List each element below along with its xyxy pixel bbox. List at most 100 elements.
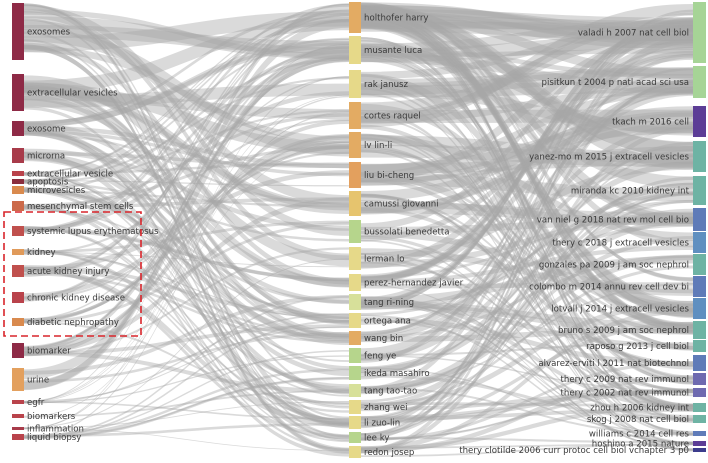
author-label: lee ky <box>364 434 389 444</box>
reference-node[interactable] <box>693 355 706 371</box>
reference-node[interactable] <box>693 431 706 436</box>
author-node[interactable] <box>349 191 361 216</box>
keyword-author-link <box>24 98 349 288</box>
author-reference-link <box>361 144 693 168</box>
author-node[interactable] <box>349 348 361 363</box>
keyword-author-link <box>24 351 349 394</box>
keyword-author-link <box>24 11 349 52</box>
keyword-node[interactable] <box>12 368 24 391</box>
author-node[interactable] <box>349 313 361 328</box>
keyword-node[interactable] <box>12 343 24 358</box>
keyword-node[interactable] <box>12 292 24 303</box>
reference-label: yanez-mo m 2015 j extracell vesicles <box>529 153 689 163</box>
reference-node[interactable] <box>693 208 706 231</box>
keyword-node[interactable] <box>12 434 24 440</box>
author-reference-link <box>361 193 693 367</box>
reference-node[interactable] <box>693 276 706 297</box>
keyword-node[interactable] <box>12 318 24 326</box>
keyword-node[interactable] <box>12 171 24 176</box>
reference-node[interactable] <box>693 232 706 253</box>
highlight-box <box>3 211 142 337</box>
author-reference-link <box>361 34 693 63</box>
author-node[interactable] <box>349 384 361 397</box>
keyword-node[interactable] <box>12 121 24 136</box>
author-node[interactable] <box>349 132 361 158</box>
author-reference-link <box>361 15 693 32</box>
author-node[interactable] <box>349 400 361 414</box>
reference-node[interactable] <box>693 298 706 319</box>
author-reference-link <box>361 35 693 441</box>
author-node[interactable] <box>349 220 361 243</box>
reference-node[interactable] <box>693 403 706 412</box>
author-reference-link <box>361 389 693 412</box>
author-reference-link <box>361 391 693 441</box>
reference-node[interactable] <box>693 176 706 205</box>
keyword-author-link <box>24 44 349 454</box>
author-reference-link <box>361 142 693 421</box>
author-node[interactable] <box>349 274 361 291</box>
reference-node[interactable] <box>693 66 706 98</box>
keyword-author-link <box>24 94 349 402</box>
keyword-node[interactable] <box>12 148 24 163</box>
author-reference-link <box>361 208 693 374</box>
author-reference-link <box>361 53 693 284</box>
author-reference-link <box>361 176 693 438</box>
keyword-author-link <box>24 31 349 429</box>
reference-node[interactable] <box>693 2 706 63</box>
keyword-author-link <box>24 3 349 232</box>
author-node[interactable] <box>349 294 361 310</box>
keyword-author-link <box>24 377 349 440</box>
reference-node[interactable] <box>693 321 706 339</box>
keyword-node[interactable] <box>12 427 24 430</box>
reference-node[interactable] <box>693 388 706 397</box>
author-reference-link <box>361 17 693 312</box>
author-reference-link <box>361 18 693 319</box>
author-reference-link <box>361 19 693 54</box>
keyword-node[interactable] <box>12 74 24 111</box>
author-reference-link <box>361 200 693 403</box>
author-node[interactable] <box>349 416 361 429</box>
keyword-author-link <box>24 3 349 404</box>
reference-node[interactable] <box>693 106 706 137</box>
keyword-node[interactable] <box>12 249 24 255</box>
author-node[interactable] <box>349 70 361 98</box>
reference-node[interactable] <box>693 373 706 385</box>
keyword-node[interactable] <box>12 201 24 211</box>
keyword-author-link <box>24 144 349 298</box>
author-reference-link <box>361 67 693 88</box>
author-node[interactable] <box>349 432 361 443</box>
author-reference-link <box>361 239 693 444</box>
author-node[interactable] <box>349 331 361 345</box>
author-reference-link <box>361 5 693 31</box>
reference-node[interactable] <box>693 448 706 452</box>
author-reference-link <box>361 89 693 361</box>
author-label: li zuo-lin <box>364 419 400 429</box>
keyword-node[interactable] <box>12 265 24 277</box>
keyword-author-link <box>24 319 349 439</box>
author-label: lv lin-li <box>364 141 392 151</box>
author-node[interactable] <box>349 36 361 64</box>
keyword-node[interactable] <box>12 414 24 418</box>
author-reference-link <box>361 150 693 444</box>
keyword-node[interactable] <box>12 179 24 184</box>
reference-node[interactable] <box>693 415 706 423</box>
author-node[interactable] <box>349 2 361 33</box>
author-label: zhang wei <box>364 403 408 413</box>
author-node[interactable] <box>349 102 361 129</box>
reference-node[interactable] <box>693 340 706 352</box>
author-node[interactable] <box>349 446 361 458</box>
author-node[interactable] <box>349 366 361 380</box>
reference-node[interactable] <box>693 141 706 172</box>
author-node[interactable] <box>349 247 361 270</box>
reference-label: van niel g 2018 nat rev mol cell bio <box>537 216 689 226</box>
author-node[interactable] <box>349 162 361 188</box>
keyword-node[interactable] <box>12 3 24 60</box>
author-reference-link <box>361 211 693 279</box>
keyword-node[interactable] <box>12 400 24 404</box>
author-label: lerman lo <box>364 255 405 265</box>
keyword-node[interactable] <box>12 186 24 194</box>
keyword-node[interactable] <box>12 226 24 236</box>
keyword-label: exosome <box>27 125 66 135</box>
reference-node[interactable] <box>693 254 706 275</box>
reference-node[interactable] <box>693 441 706 446</box>
